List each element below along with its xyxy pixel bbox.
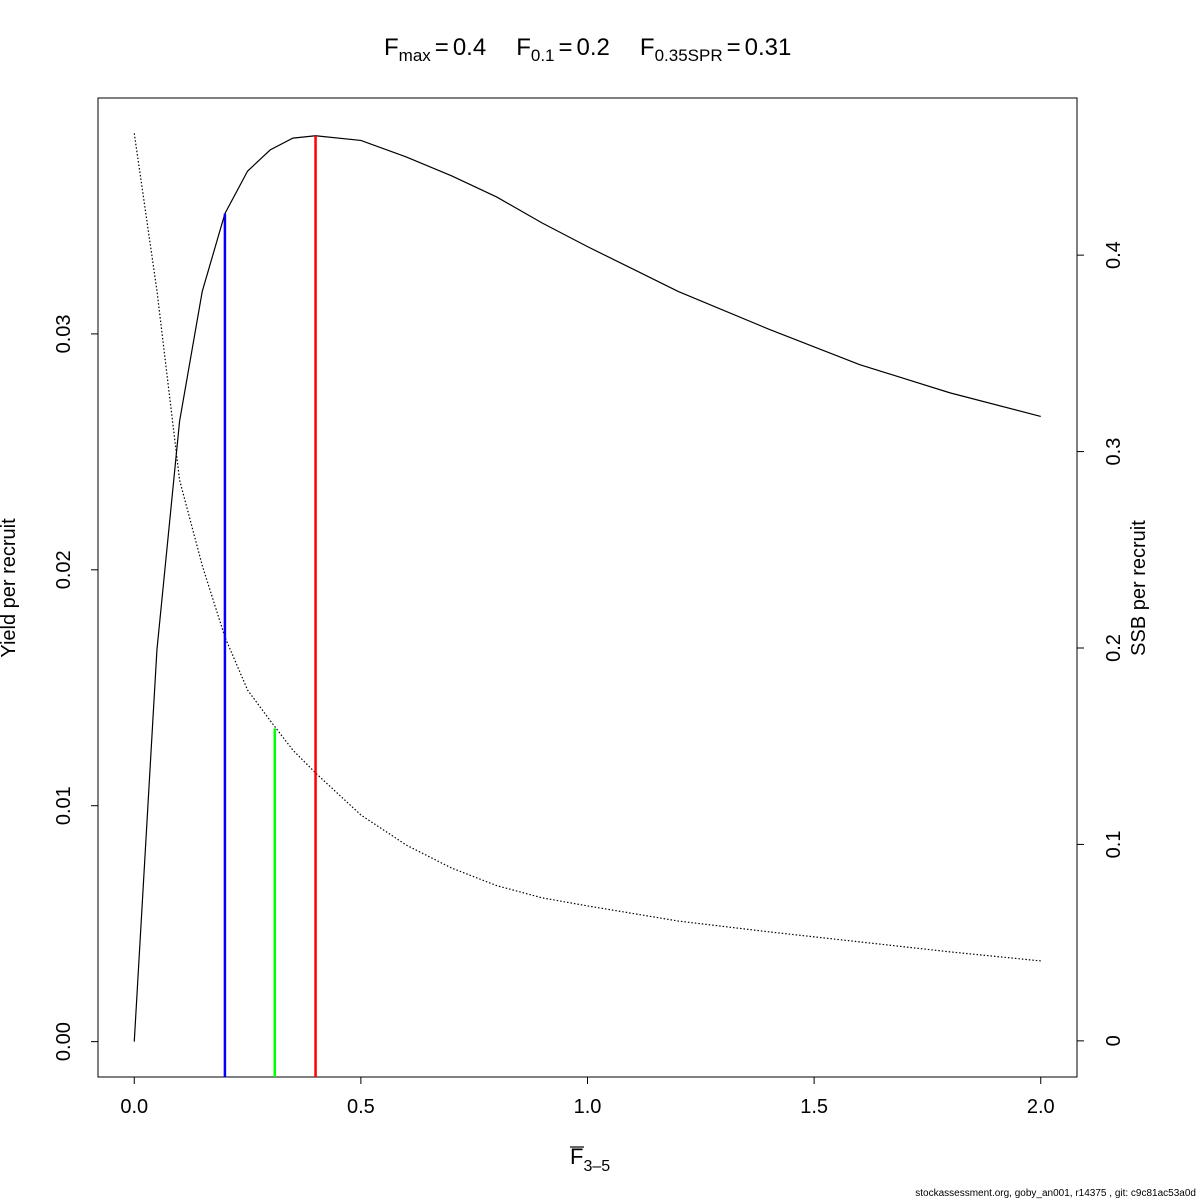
x-label-sub: 3–5 [583,1158,610,1175]
x-tick-label: 0.0 [120,1096,148,1118]
y2-axis-label: SSB per recruit [1128,520,1150,656]
title-value: 0.31 [745,34,792,61]
title-relation: = [559,34,573,61]
chart-title: Fmax = 0.4 F0.1 = 0.2 F0.35SPR = 0.31 [384,34,791,65]
y-tick-label: 0.00 [53,1022,75,1061]
plot-frame [97,97,1078,1078]
footer: stockassessment.org, goby_an001, r14375 … [915,1188,1196,1199]
title-symbol: F [384,34,399,61]
y2-tick-label: 0 [1103,1035,1125,1046]
title-value: 0.4 [453,34,486,61]
title-symbol: F [516,34,531,61]
title-relation: = [435,34,449,61]
x-tick-label: 1.5 [800,1096,828,1118]
y-tick-label: 0.02 [53,550,75,589]
title-relation: = [727,34,741,61]
y-axis-label: Yield per recruit [0,518,20,658]
y2-tick-label: 0.1 [1103,831,1125,859]
series-line [133,135,1041,1042]
y2-tick-label: 0.3 [1103,438,1125,466]
x-tick-label: 1.0 [574,1096,602,1118]
series-line [133,133,1041,962]
y2-tick-label: 0.2 [1103,634,1125,662]
title-value: 0.2 [577,34,610,61]
title-subscript: max [399,46,432,65]
y-tick-label: 0.01 [53,786,75,825]
title-subscript: 0.35SPR [655,46,723,65]
x-label-main: F [570,1144,583,1169]
x-axis-label: F3–5 [570,1144,610,1175]
x-tick-label: 2.0 [1027,1096,1055,1118]
title-subscript: 0.1 [531,46,555,65]
x-tick-label: 0.5 [347,1096,375,1118]
y2-tick-label: 0.4 [1103,241,1125,269]
y-tick-label: 0.03 [53,314,75,353]
title-symbol: F [640,34,655,61]
